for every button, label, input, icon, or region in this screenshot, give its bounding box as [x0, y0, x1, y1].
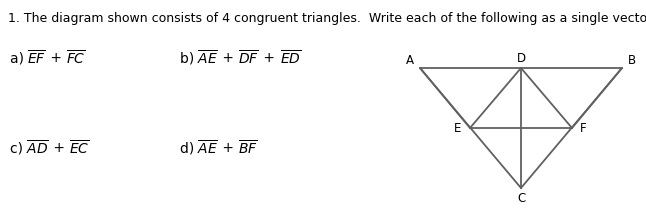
Text: d): d) [180, 141, 197, 155]
Text: F: F [579, 122, 587, 134]
Text: C: C [517, 192, 525, 205]
Text: B: B [628, 55, 636, 67]
Text: $\overline{\mathit{AE}}$: $\overline{\mathit{AE}}$ [197, 49, 218, 67]
Text: $\overline{\mathit{AE}}$: $\overline{\mathit{AE}}$ [197, 139, 218, 157]
Text: +: + [218, 51, 238, 65]
Text: +: + [218, 141, 238, 155]
Text: $\overline{\mathit{FC}}$: $\overline{\mathit{FC}}$ [66, 49, 86, 67]
Text: $\overline{\mathit{EC}}$: $\overline{\mathit{EC}}$ [69, 139, 90, 157]
Text: c): c) [10, 141, 26, 155]
Text: D: D [516, 52, 526, 66]
Text: +: + [46, 51, 66, 65]
Text: b): b) [180, 51, 197, 65]
Text: $\overline{\mathit{AD}}$: $\overline{\mathit{AD}}$ [26, 139, 48, 157]
Text: $\overline{\mathit{EF}}$: $\overline{\mathit{EF}}$ [26, 49, 46, 67]
Text: a): a) [10, 51, 26, 65]
Text: A: A [406, 55, 414, 67]
Text: E: E [454, 122, 462, 134]
Text: +: + [48, 141, 69, 155]
Text: $\overline{\mathit{ED}}$: $\overline{\mathit{ED}}$ [280, 49, 301, 67]
Text: +: + [259, 51, 280, 65]
Text: $\overline{\mathit{BF}}$: $\overline{\mathit{BF}}$ [238, 139, 258, 157]
Text: 1. The diagram shown consists of 4 congruent triangles.  Write each of the follo: 1. The diagram shown consists of 4 congr… [8, 12, 646, 25]
Text: $\overline{\mathit{DF}}$: $\overline{\mathit{DF}}$ [238, 49, 259, 67]
